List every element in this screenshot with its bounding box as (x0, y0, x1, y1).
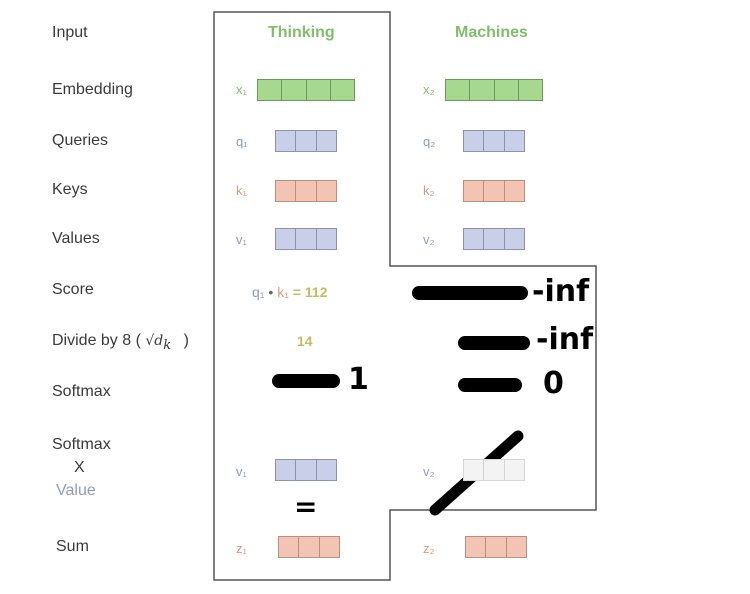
v2-vector (463, 228, 525, 250)
k2-label: k₂ (423, 183, 435, 198)
row-label-softmax-x-value-2: X (74, 459, 85, 476)
v1-vector (275, 228, 337, 250)
z2-vector (465, 536, 527, 558)
annotation-softmax-1: 1 (348, 362, 369, 397)
annotation-equals: = (294, 490, 318, 523)
z1-label: z₁ (236, 541, 247, 556)
score-value: = 112 (292, 284, 328, 300)
score-q: q₁ (252, 284, 265, 300)
row-label-softmax-x-value-1: Softmax (52, 436, 111, 453)
divide-suffix: ) (183, 332, 189, 349)
word-thinking: Thinking (268, 24, 335, 41)
v1b-vector (275, 459, 337, 481)
scribble-score-2 (412, 286, 528, 300)
annotation-divide-2: -inf (536, 322, 594, 357)
score-k: k₁ (277, 284, 289, 300)
x2-vector (445, 79, 543, 101)
score-dot: • (268, 284, 274, 300)
row-label-input: Input (52, 24, 88, 41)
row-label-softmax-x-value-3: Value (56, 482, 96, 499)
z2-label: z₂ (423, 541, 435, 556)
v1b-label: v₁ (236, 464, 247, 479)
v2b-label: v₂ (423, 464, 435, 479)
x1-vector (257, 79, 355, 101)
q1-vector (275, 130, 337, 152)
sqrt-subscript: k (163, 338, 172, 354)
x1-label: x₁ (236, 82, 247, 97)
k1-label: k₁ (236, 183, 247, 198)
q2-vector (463, 130, 525, 152)
row-label-softmax: Softmax (52, 383, 111, 400)
sqrt-symbol: √d (145, 333, 164, 349)
v1-label: v₁ (236, 232, 247, 247)
annotation-score-2: -inf (532, 274, 590, 309)
v2-label: v₂ (423, 232, 435, 247)
k2-vector (463, 180, 525, 202)
scribble-softmax-2 (458, 378, 522, 392)
x2-label: x₂ (423, 82, 435, 97)
divide-prefix: Divide by 8 ( (52, 332, 141, 349)
v2b-vector (463, 459, 525, 481)
q2-label: q₂ (423, 134, 436, 149)
row-label-keys: Keys (52, 181, 88, 198)
row-label-divide: Divide by 8 ( √dk ) (52, 332, 189, 353)
q1-label: q₁ (236, 134, 248, 149)
scribble-softmax-1 (272, 374, 340, 388)
row-label-sum: Sum (56, 538, 89, 555)
annotation-softmax-2: 0 (543, 366, 564, 401)
scribble-divide-2 (458, 336, 530, 350)
k1-vector (275, 180, 337, 202)
divide-value: 14 (297, 333, 313, 349)
row-label-queries: Queries (52, 132, 109, 149)
score-formula: q₁ • k₁ = 112 (252, 284, 327, 300)
row-label-values: Values (52, 230, 100, 247)
word-machines: Machines (455, 24, 528, 41)
z1-vector (278, 536, 340, 558)
row-label-score: Score (52, 281, 94, 298)
row-label-embedding: Embedding (52, 81, 133, 98)
